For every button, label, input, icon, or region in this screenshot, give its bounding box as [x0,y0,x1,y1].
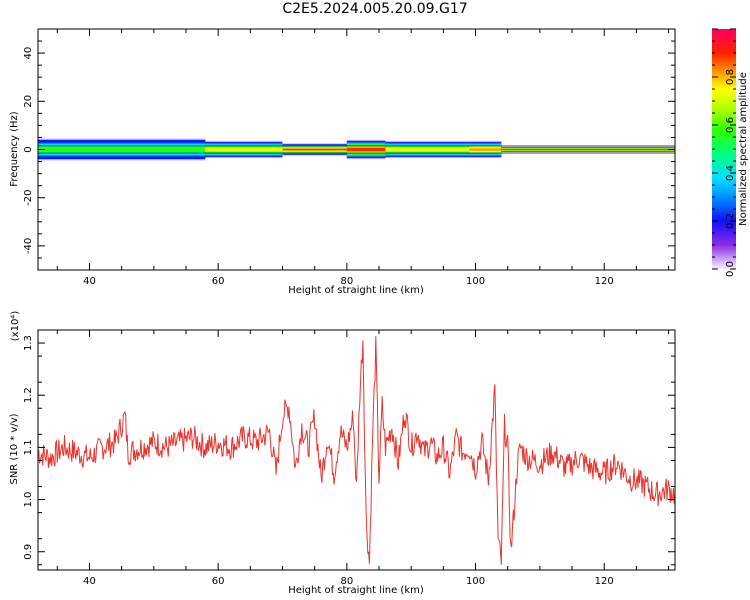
spectrogram-xtick-label: 100 [466,276,485,287]
snr-frame [37,329,676,571]
snr-xlabel: Height of straight line (km) [288,585,424,596]
colorbar-tick-label: 0.0 [725,261,736,277]
snr-axes: 40 60 80 100 120 0.9 1.0 1.1 1.2 1.3 [23,329,675,587]
spectrogram-ytick-label: 40 [23,47,34,60]
spectrogram-xlabel: Height of straight line (km) [288,285,424,296]
colorbar-label: Normalized spectral amplitude [738,72,749,226]
snr-ytick-label: 0.9 [23,544,34,560]
spectrogram-axes: 40 60 80 100 120 40 20 0 -20 -40 [23,28,675,287]
snr-series-line [38,336,675,565]
spectrogram-band-0-level-7 [38,147,206,152]
page-title: C2E5.2024.005.20.09.G17 [282,1,468,17]
snr-ytick-label: 1.3 [23,335,34,351]
spectrogram-ytick-label: 0 [23,146,34,152]
spectrogram-xtick-label: 80 [340,276,353,287]
colorbar-tick-label: 0.6 [725,117,736,133]
spectrogram-xtick-label: 60 [212,276,225,287]
snr-scale-label: (x10⁴) [10,311,21,342]
spectrogram-band-1-level-7 [205,148,283,151]
colorbar-tick-label: 0.4 [725,165,736,181]
colorbar-tick-label: 0.8 [725,69,736,85]
snr-xtick-label: 120 [595,576,614,587]
spectrogram-ytick-label: 20 [23,95,34,108]
colorbar [712,29,736,269]
snr-ytick-label: 1.0 [23,492,34,508]
spectrogram-ytick-label: -20 [23,190,34,206]
spectrogram-xtick-label: 120 [595,276,614,287]
spectrogram-plot-area [38,138,675,161]
snr-xtick-label: 80 [340,576,353,587]
snr-plot-area [38,336,675,565]
spectrogram-xtick-label: 40 [83,276,96,287]
snr-ylabel: SNR (10 * v/v) [9,413,20,484]
snr-xtick-label: 60 [212,576,225,587]
spectrogram-band-4-level-7 [385,148,470,151]
spectrogram-band-6-level-7 [501,149,675,150]
spectrogram-band-5-level-7 [469,148,502,151]
snr-ytick-label: 1.1 [23,439,34,455]
snr-ytick-label: 1.2 [23,387,34,403]
colorbar-tick-label: 0.2 [725,213,736,229]
colorbar-ticks: 0.0 0.2 0.4 0.6 0.8 [712,28,736,277]
snr-xtick-label: 40 [83,576,96,587]
spectrogram-ytick-label: -40 [23,238,34,254]
snr-xtick-label: 100 [466,576,485,587]
spectrogram-band-3-level-7 [346,148,386,151]
spectrogram-band-2-level-7 [282,148,347,151]
spectrogram-ylabel: Frequency (Hz) [9,111,20,187]
